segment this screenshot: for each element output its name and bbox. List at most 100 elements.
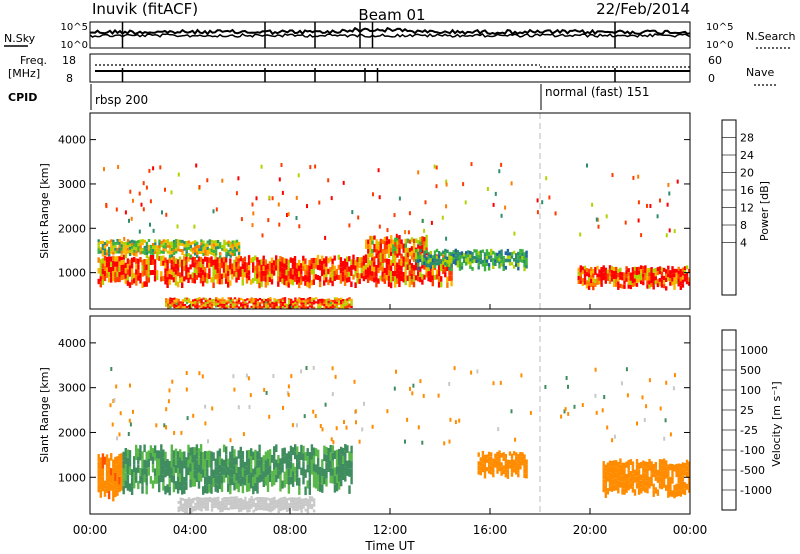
beam-title: Beam 01 — [358, 6, 425, 24]
velocity-cell-1-58-2 — [243, 461, 247, 470]
velocity-cell-1-9-1 — [141, 476, 144, 486]
velocity-cell-4-12-2 — [627, 472, 630, 479]
power-speckle-59 — [295, 195, 298, 200]
velocity-cell-2-12-2 — [202, 503, 205, 506]
velocity-cell-2-51-0 — [283, 507, 287, 510]
velocity-cell-4-1-2 — [604, 477, 607, 485]
power-cell-3-13-1 — [392, 253, 395, 259]
velocity-cell-1-106-4 — [344, 444, 347, 452]
velocity-cell-3-2-3 — [481, 455, 485, 460]
power-cell-0-151-3 — [412, 264, 416, 271]
velocity-cell-1-9-0 — [141, 485, 144, 494]
power-cell-5-7-4 — [592, 269, 595, 274]
power-cell-0-0-2 — [97, 268, 100, 274]
velocity-cell-1-89-0 — [308, 486, 311, 495]
velocity-speckle-98 — [232, 374, 235, 379]
power-cell-5-32-3 — [644, 269, 647, 273]
power-cell-2-70-3 — [310, 299, 314, 302]
power-cell-0-96-1 — [298, 276, 301, 283]
power-cell-2-47-3 — [262, 300, 266, 304]
power-cell-1-65-1 — [233, 249, 237, 253]
power-cell-2-34-0 — [235, 305, 239, 308]
power-cell-1-39-3 — [179, 242, 182, 246]
velocity-cell-1-42-3 — [210, 459, 213, 469]
power-speckle-19 — [659, 198, 661, 203]
velocity-cell-2-1-4 — [179, 497, 182, 501]
power-cell-1-2-3 — [101, 244, 105, 248]
velocity-cell-2-22-2 — [223, 502, 226, 505]
power-cell-5-28-0 — [635, 282, 639, 287]
power-cell-0-111-0 — [329, 277, 332, 283]
power-speckle-95 — [554, 211, 557, 216]
power-colorbar-tick-label-6: 4 — [740, 237, 747, 250]
power-cell-0-22-0 — [143, 281, 146, 287]
power-cell-0-52-3 — [206, 262, 209, 268]
velocity-cell-3-10-3 — [498, 454, 501, 459]
power-cell-2-57-1 — [283, 303, 287, 306]
power-cell-3-3-1 — [371, 248, 374, 254]
velocity-cell-2-22-3 — [223, 499, 226, 503]
velocity-cell-3-2-0 — [481, 467, 485, 473]
power-cell-2-77-1 — [325, 305, 328, 309]
velocity-ytick-label-0: 1000 — [58, 471, 86, 484]
power-cell-1-34-3 — [168, 245, 172, 249]
velocity-cell-1-53-4 — [233, 449, 236, 458]
power-cell-0-160-2 — [431, 269, 434, 276]
power-cell-3-9-3 — [383, 241, 387, 246]
power-cell-1-24-1 — [147, 247, 151, 251]
power-cell-1-19-4 — [137, 240, 140, 244]
power-cell-0-89-1 — [283, 274, 286, 280]
velocity-cell-1-73-0 — [275, 474, 278, 483]
velocity-cell-2-0-3 — [177, 501, 180, 504]
noise-series — [89, 22, 691, 48]
velocity-cell-2-29-1 — [237, 506, 241, 510]
power-speckle-122 — [513, 231, 516, 236]
velocity-cell-1-9-4 — [141, 451, 144, 460]
velocity-cell-4-20-2 — [644, 473, 647, 481]
power-cell-2-65-0 — [300, 306, 303, 309]
velocity-cell-3-18-2 — [515, 461, 518, 466]
power-cell-0-30-1 — [160, 271, 163, 277]
velocity-cell-3-4-2 — [485, 458, 489, 463]
power-cell-1-52-3 — [206, 243, 209, 247]
power-cell-1-4-1 — [105, 249, 109, 253]
velocity-cell-1-59-0 — [245, 483, 249, 492]
velocity-cell-1-32-4 — [189, 447, 192, 456]
velocity-cell-1-27-2 — [179, 465, 182, 474]
power-cell-1-38-1 — [177, 248, 180, 252]
velocity-cell-3-3-1 — [483, 469, 487, 474]
velocity-cell-4-18-0 — [640, 487, 643, 494]
power-cell-1-32-2 — [164, 245, 167, 249]
velocity-cell-1-69-2 — [266, 466, 270, 476]
power-cell-4-15-0 — [446, 263, 449, 267]
velocity-cell-4-18-2 — [640, 474, 643, 481]
velocity-cell-1-41-0 — [208, 484, 211, 493]
power-cell-0-124-0 — [356, 278, 359, 284]
velocity-cell-1-15-0 — [153, 476, 157, 484]
power-cell-4-41-3 — [500, 252, 503, 257]
power-cell-0-115-0 — [337, 274, 340, 280]
power-speckle-135 — [637, 174, 640, 179]
velocity-cell-2-51-3 — [283, 499, 287, 502]
power-cell-0-99-0 — [304, 280, 307, 286]
power-cell-4-32-1 — [481, 259, 485, 264]
power-cell-0-35-0 — [170, 274, 173, 280]
power-cell-0-165-4 — [442, 254, 445, 260]
power-cell-0-94-3 — [293, 261, 297, 267]
power-cell-1-52-0 — [206, 253, 209, 257]
velocity-cell-2-11-3 — [200, 500, 203, 504]
power-cell-5-1-4 — [579, 265, 582, 269]
velocity-cell-4-19-1 — [642, 478, 645, 485]
velocity-cell-3-16-1 — [510, 467, 514, 473]
velocity-cell-1-6-0 — [135, 475, 138, 483]
velocity-cell-1-46-0 — [218, 481, 222, 490]
velocity-cell-2-42-0 — [265, 508, 268, 511]
velocity-cell-1-93-0 — [317, 482, 320, 492]
power-cell-1-55-0 — [212, 253, 216, 257]
velocity-cell-1-43-4 — [212, 452, 215, 461]
power-cell-4-7-1 — [429, 261, 432, 266]
power-cell-5-35-0 — [650, 282, 653, 287]
velocity-cell-0-2-4 — [101, 453, 105, 461]
power-cell-0-5-0 — [107, 277, 111, 283]
power-speckle-86 — [206, 178, 209, 183]
